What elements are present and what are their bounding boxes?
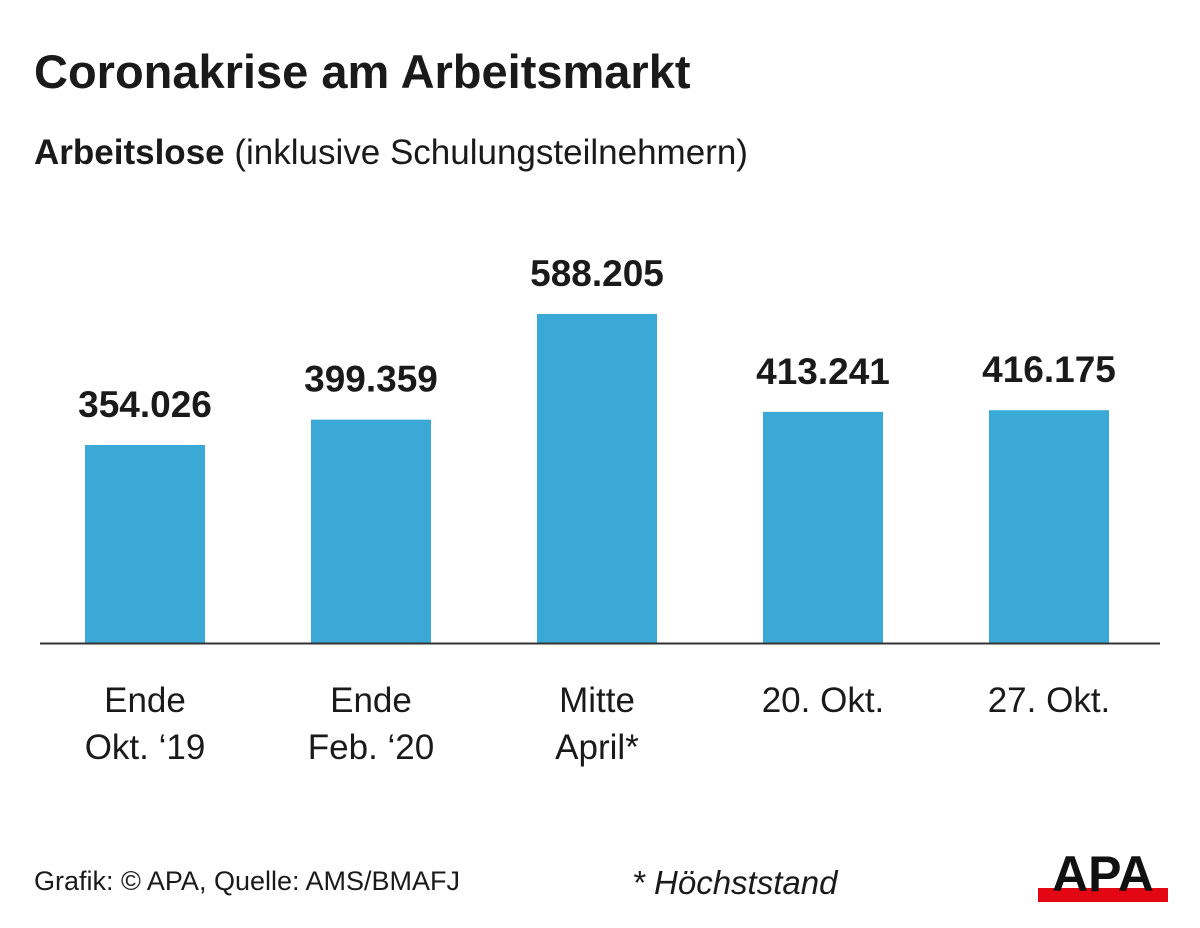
category-label-2-0: Mitte	[559, 681, 635, 720]
subtitle-bold: Arbeitslose	[34, 133, 225, 172]
category-label-1-0: Ende	[330, 681, 412, 720]
value-label-0: 354.026	[78, 384, 212, 425]
category-label-3-0: 20. Okt.	[762, 681, 885, 720]
category-label-1-1: Feb. ‘20	[308, 728, 434, 767]
subtitle-rest: (inklusive Schulungsteilnehmern)	[224, 133, 748, 172]
bar-0	[85, 444, 205, 643]
chart-title: Coronakrise am Arbeitsmarkt	[34, 45, 691, 98]
category-label-2-1: April*	[555, 728, 639, 767]
bar-4	[989, 410, 1109, 643]
value-label-3: 413.241	[756, 351, 890, 392]
value-label-4: 416.175	[982, 349, 1116, 390]
value-label-1: 399.359	[304, 359, 438, 400]
logo-text: APA	[1052, 852, 1154, 902]
footnote: * Höchststand	[632, 864, 838, 901]
value-label-2: 588.205	[530, 253, 664, 294]
bar-chart: 354.026 Ende Okt. ‘19 399.359 Ende Feb. ‘20 58…	[40, 253, 1160, 767]
category-label-0-1: Okt. ‘19	[85, 728, 206, 767]
bar-3	[763, 411, 883, 643]
category-label-0-0: Ende	[104, 681, 186, 720]
chart-subtitle: Arbeitslose (inklusive Schulungsteilnehm…	[34, 133, 748, 173]
category-label-4-0: 27. Okt.	[988, 681, 1111, 720]
logo-accent-bar	[1038, 888, 1168, 902]
apa-logo: APA	[1038, 852, 1168, 902]
bar-2	[537, 314, 657, 643]
source-credit: Grafik: © APA, Quelle: AMS/BMAFJ	[34, 866, 461, 896]
bar-1	[311, 419, 431, 643]
